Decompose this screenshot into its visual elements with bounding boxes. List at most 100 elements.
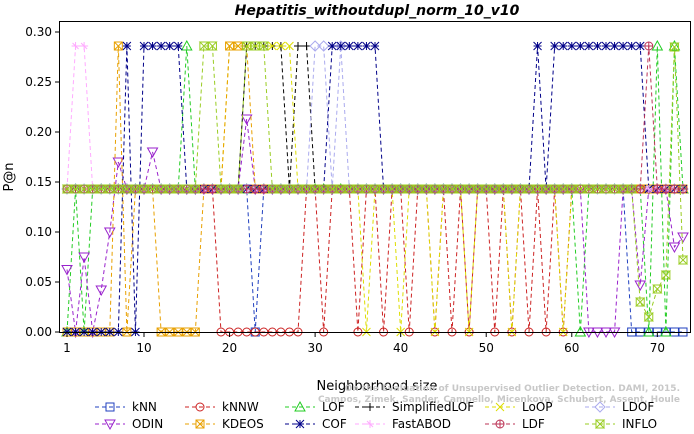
data-point bbox=[361, 184, 372, 194]
legend-marker bbox=[495, 402, 505, 412]
legend-label: LoOP bbox=[522, 400, 553, 414]
legend-marker bbox=[366, 420, 374, 428]
data-point bbox=[96, 184, 107, 194]
data-point bbox=[232, 184, 244, 194]
data-point bbox=[609, 184, 620, 194]
data-point bbox=[617, 184, 629, 194]
data-point bbox=[241, 41, 252, 51]
data-point bbox=[302, 42, 311, 50]
y-tick-label: 0.20 bbox=[25, 125, 52, 139]
data-point bbox=[669, 42, 680, 52]
data-point bbox=[584, 41, 594, 51]
data-point bbox=[61, 265, 73, 276]
data-point bbox=[78, 184, 90, 194]
y-tick-label: 0.10 bbox=[25, 225, 52, 239]
data-point bbox=[558, 41, 568, 51]
data-point bbox=[644, 185, 653, 193]
legend-label: FastABOD bbox=[392, 417, 451, 431]
data-point bbox=[215, 184, 227, 194]
series-line-simplifiedlof bbox=[67, 45, 683, 190]
data-point bbox=[173, 41, 183, 51]
series-odin bbox=[61, 114, 689, 339]
data-point bbox=[275, 184, 287, 194]
legend-item-cof: COF bbox=[285, 417, 347, 431]
legend-label: KDEOS bbox=[222, 417, 264, 431]
legend-label: LDF bbox=[522, 417, 545, 431]
data-point bbox=[352, 184, 364, 194]
data-point bbox=[574, 325, 587, 337]
data-point bbox=[113, 41, 123, 51]
data-point bbox=[550, 41, 560, 51]
legend-item-knn: kNN bbox=[95, 400, 157, 414]
data-point bbox=[294, 42, 302, 50]
data-point bbox=[122, 41, 132, 51]
data-point bbox=[627, 41, 637, 51]
data-point bbox=[472, 184, 483, 194]
data-point bbox=[318, 184, 329, 194]
data-point bbox=[567, 41, 577, 51]
data-point bbox=[240, 114, 253, 126]
data-point bbox=[668, 242, 681, 254]
data-point bbox=[71, 42, 80, 50]
legend-marker bbox=[594, 419, 606, 429]
data-point bbox=[481, 184, 492, 194]
data-point bbox=[87, 184, 98, 194]
data-point bbox=[489, 184, 500, 194]
series-ldf bbox=[62, 41, 688, 194]
data-point bbox=[592, 184, 603, 194]
data-point bbox=[583, 184, 595, 194]
legend-item-simplifiedlof: SimplifiedLOF bbox=[355, 400, 474, 414]
data-point bbox=[660, 325, 672, 337]
series-simplifiedlof bbox=[63, 42, 687, 193]
legend-label: kNNW bbox=[222, 400, 259, 414]
y-tick-label: 0.25 bbox=[25, 75, 52, 89]
data-point bbox=[601, 41, 611, 51]
data-point bbox=[317, 40, 330, 52]
data-point bbox=[429, 184, 441, 194]
data-point bbox=[225, 41, 235, 51]
series-line-ldof bbox=[67, 45, 683, 190]
data-point bbox=[635, 41, 645, 51]
data-point bbox=[276, 41, 286, 51]
data-point bbox=[199, 184, 209, 194]
data-point bbox=[139, 41, 149, 51]
data-point bbox=[438, 184, 449, 194]
data-point bbox=[412, 184, 423, 194]
data-point bbox=[207, 184, 217, 194]
legend-label: ODIN bbox=[132, 417, 163, 431]
data-point bbox=[652, 184, 662, 194]
data-point bbox=[421, 184, 432, 194]
data-point bbox=[284, 184, 295, 194]
data-point bbox=[370, 41, 380, 51]
legend-item-odin: ODIN bbox=[95, 417, 163, 431]
legend-marker bbox=[294, 400, 306, 412]
series-line-fastabod bbox=[66, 45, 683, 190]
legend-item-fastabod: FastABOD bbox=[355, 417, 451, 431]
y-tick-label: 0.30 bbox=[25, 25, 52, 39]
legend-label: COF bbox=[322, 417, 347, 431]
y-tick-label: 0.15 bbox=[25, 175, 52, 189]
data-point bbox=[344, 184, 355, 194]
data-point bbox=[292, 184, 304, 194]
legend-marker bbox=[295, 419, 305, 429]
data-point bbox=[566, 184, 577, 194]
data-point bbox=[661, 184, 671, 194]
legend-label: LDOF bbox=[622, 400, 654, 414]
data-point bbox=[540, 184, 552, 194]
data-point bbox=[362, 41, 371, 51]
data-point bbox=[285, 41, 294, 51]
watermark-line-1: On the Evaluation of Unsupervised Outlie… bbox=[345, 384, 680, 394]
series-ldof bbox=[61, 40, 689, 195]
data-point bbox=[156, 41, 166, 51]
data-point bbox=[267, 184, 278, 194]
data-point bbox=[130, 184, 141, 194]
x-tick-label: 30 bbox=[307, 341, 322, 355]
data-point bbox=[369, 184, 381, 194]
data-point bbox=[558, 184, 569, 194]
data-point bbox=[148, 41, 157, 51]
series-inflo bbox=[61, 41, 689, 322]
data-point bbox=[626, 184, 637, 194]
x-tick-label: 60 bbox=[564, 341, 579, 355]
legend: kNN kNNW LOF SimplifiedLOF LoOP LDOF ODIN KDEOS… bbox=[95, 400, 657, 431]
data-point bbox=[395, 184, 406, 194]
